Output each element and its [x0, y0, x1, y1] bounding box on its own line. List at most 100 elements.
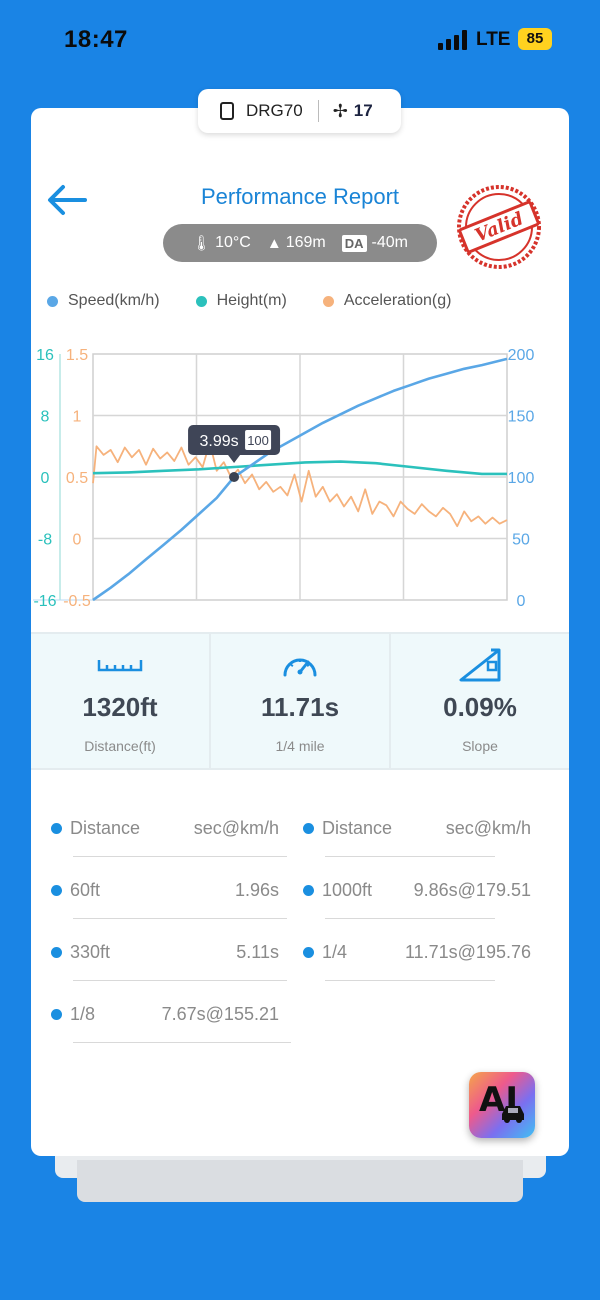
- device-pill[interactable]: DRG70 ✢ 17: [198, 89, 401, 133]
- annotation-point: [229, 472, 240, 482]
- speedometer-icon: [283, 658, 317, 677]
- splits-header: Distance sec@km/h: [303, 808, 531, 848]
- header-key: Distance: [70, 817, 141, 838]
- split-distance: 330ft: [70, 941, 111, 962]
- height-tick-label: -8: [38, 532, 52, 549]
- accel-tick-label: 0: [73, 532, 82, 549]
- splits-header: Distance sec@km/h: [51, 808, 279, 848]
- bullet: [51, 1008, 62, 1020]
- back-arrow-icon[interactable]: [45, 182, 89, 218]
- performance-chart[interactable]: 16 8 0 -8 -16 1.5 1 0.5 0 -0.5 200 150 100 50 0 3.99s 10…: [31, 334, 569, 610]
- bullet: [51, 946, 62, 958]
- card-stack-layer: [77, 1160, 523, 1202]
- legend-speed[interactable]: Speed(km/h): [47, 292, 160, 310]
- legend-height[interactable]: Height(m): [195, 292, 287, 310]
- divider: [73, 1042, 291, 1043]
- status-time: 18:47: [64, 26, 128, 53]
- split-value: 1.96s: [234, 879, 279, 900]
- bullet: [51, 884, 62, 896]
- stat-value: 11.71s: [260, 692, 340, 722]
- header-value: sec@km/h: [193, 817, 279, 838]
- height-tick-label: -16: [33, 593, 56, 610]
- header-value: sec@km/h: [445, 817, 531, 838]
- speed-tick-label: 50: [512, 532, 530, 549]
- legend-dot: [322, 295, 334, 307]
- accel-tick-label: 0.5: [66, 470, 88, 487]
- divider: [73, 918, 287, 919]
- tooltip-time: 3.99s: [199, 433, 238, 450]
- legend-label: Acceleration(g): [343, 292, 452, 309]
- split-distance: 1/8: [70, 1003, 96, 1024]
- split-row: 60ft 1.96s: [51, 870, 279, 910]
- legend-label: Speed(km/h): [68, 292, 160, 309]
- altitude-value: 169m: [285, 234, 326, 251]
- speed-tick-label: 0: [517, 593, 526, 610]
- bullet: [303, 884, 314, 896]
- split-row: 1000ft 9.86s@179.51: [303, 870, 531, 910]
- split-distance: 60ft: [70, 879, 101, 900]
- ai-assistant-button[interactable]: AI: [469, 1072, 535, 1138]
- legend-dot: [47, 295, 58, 307]
- density-altitude: DA -40m: [341, 234, 408, 252]
- car-icon: [502, 1106, 524, 1123]
- device-name: DRG70: [246, 101, 303, 120]
- page-title: Performance Report: [200, 184, 400, 209]
- split-row: 1/8 7.67s@155.21: [51, 994, 279, 1034]
- device-icon: [220, 102, 234, 120]
- temperature: 🌡 10°C: [192, 234, 251, 252]
- speed-tick-label: 150: [508, 409, 535, 426]
- split-distance: 1/4: [322, 941, 348, 962]
- legend-acceleration[interactable]: Acceleration(g): [322, 292, 452, 310]
- bullet: [303, 946, 314, 958]
- accel-tick-label: 1: [73, 409, 82, 426]
- ruler-icon: [97, 660, 143, 672]
- stat-label: 1/4 mile: [275, 738, 325, 754]
- slope-icon: [459, 648, 501, 682]
- legend-dot: [195, 295, 207, 307]
- divider: [325, 856, 495, 857]
- divider: [73, 980, 287, 981]
- stat-value: 1320ft: [82, 692, 158, 722]
- stat-slope: 0.09% Slope: [391, 634, 569, 768]
- series-line-speed: [92, 357, 508, 602]
- height-tick-label: 0: [41, 470, 50, 487]
- altitude: ▲ 169m: [267, 234, 326, 252]
- valid-stamp: Valid: [457, 185, 541, 269]
- thermometer-icon: 🌡: [192, 235, 212, 252]
- divider: [325, 980, 495, 981]
- stat-label: Slope: [462, 738, 498, 754]
- mountain-icon: ▲: [266, 234, 282, 252]
- temperature-value: 10°C: [215, 234, 251, 251]
- tooltip-pointer: [228, 455, 241, 463]
- split-value: 7.67s@155.21: [161, 1003, 279, 1024]
- tooltip-badge: [245, 430, 272, 450]
- accel-tick-label: 1.5: [66, 347, 88, 364]
- height-tick-label: 16: [36, 347, 54, 364]
- height-tick-label: 8: [41, 409, 50, 426]
- environment-pill: 🌡 10°C ▲ 169m DA -40m: [163, 224, 437, 262]
- speed-tick-label: 100: [508, 470, 535, 487]
- report-card: Performance Report 🌡 10°C ▲ 169m DA -40m Va…: [31, 108, 569, 1156]
- density-altitude-value: -40m: [371, 234, 408, 251]
- battery-icon: 85: [518, 28, 552, 50]
- bullet: [51, 822, 62, 834]
- split-row: 330ft 5.11s: [51, 932, 279, 972]
- stat-value: 0.09%: [443, 692, 517, 722]
- series-line-acceleration: [92, 441, 508, 528]
- accel-tick-label: -0.5: [63, 593, 91, 610]
- stat-time: 11.71s 1/4 mile: [211, 634, 391, 768]
- split-distance: 1000ft: [322, 879, 373, 900]
- tooltip-speed: 100: [247, 433, 269, 448]
- chart-legend: Speed(km/h) Height(m) Acceleration(g): [47, 292, 487, 310]
- split-value: 11.71s@195.76: [404, 941, 531, 962]
- split-row: 1/4 11.71s@195.76: [303, 932, 531, 972]
- stat-label: Distance(ft): [84, 738, 156, 754]
- legend-label: Height(m): [216, 292, 287, 309]
- series-line-height: [92, 460, 507, 476]
- status-bar: 18:47 LTE 85: [0, 0, 600, 80]
- bullet: [303, 822, 314, 834]
- speed-tick-label: 200: [508, 347, 535, 364]
- satellite-count: 17: [353, 101, 373, 120]
- divider: [325, 918, 495, 919]
- da-icon: DA: [341, 234, 367, 252]
